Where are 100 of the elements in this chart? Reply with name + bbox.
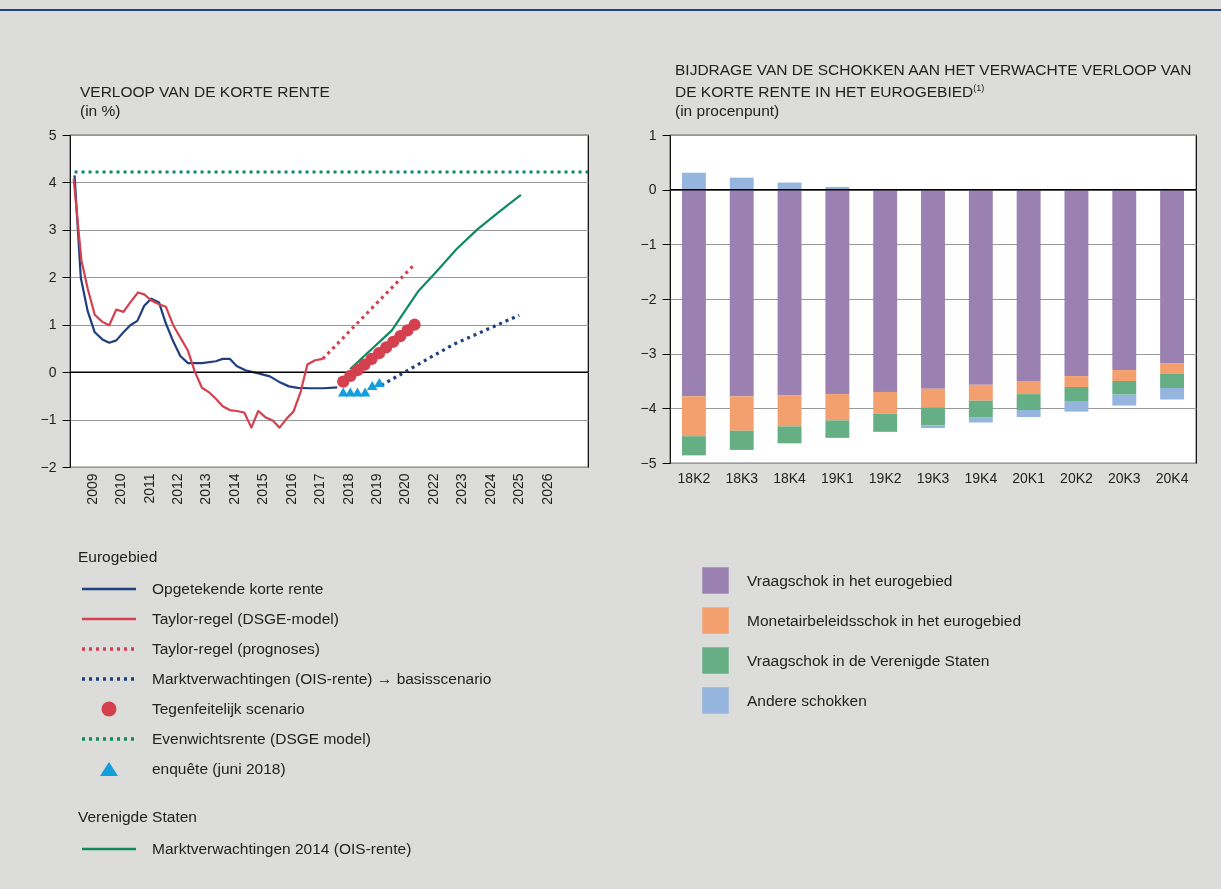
y-tick-label: −2 xyxy=(640,290,657,307)
bar xyxy=(921,189,945,389)
bar xyxy=(681,172,706,190)
x-tick-label: 18K2 xyxy=(677,469,711,486)
bar xyxy=(1016,189,1041,381)
point xyxy=(408,318,421,331)
bar xyxy=(681,189,706,397)
y-tick-label: 1 xyxy=(648,126,657,143)
legend-label: Marktverwachtingen (OIS-rente) → basisscenario xyxy=(152,670,492,688)
y-tick-label: 5 xyxy=(48,126,57,143)
x-tick-label: 2014 xyxy=(225,473,242,505)
y-tick-label: 2 xyxy=(48,268,57,285)
point xyxy=(359,387,371,397)
legend-label: Vraagschok in de Verenigde Staten xyxy=(747,651,990,669)
bar xyxy=(825,394,850,421)
bar xyxy=(968,189,993,385)
x-tick-label: 2022 xyxy=(424,473,441,505)
x-tick-label: 19K3 xyxy=(916,469,950,486)
x-tick-label: 2012 xyxy=(168,473,185,505)
bar xyxy=(921,388,945,408)
legend-label: Taylor-regel (DSGE-model) xyxy=(152,610,339,628)
x-tick-label: 2010 xyxy=(112,473,129,505)
bar xyxy=(1064,401,1089,412)
bar xyxy=(1016,381,1041,395)
bar xyxy=(825,420,850,438)
x-tick-label: 2017 xyxy=(311,473,328,505)
y-tick-label: 3 xyxy=(48,221,57,238)
x-tick-label: 2020 xyxy=(396,473,413,505)
legend-label: Tegenfeitelijk scenario xyxy=(152,700,305,718)
legend-label: Evenwichtsrente (DSGE model) xyxy=(152,730,371,748)
bar xyxy=(1160,189,1185,364)
legend-label: enquête (juni 2018) xyxy=(152,760,286,778)
legend-label: Opgetekende korte rente xyxy=(152,580,324,598)
bar xyxy=(729,430,754,450)
bar xyxy=(777,395,802,427)
bar xyxy=(1016,409,1041,418)
bar xyxy=(681,436,706,456)
bar xyxy=(921,425,945,429)
bar xyxy=(1064,387,1089,402)
bar xyxy=(873,189,898,392)
y-tick-label: 1 xyxy=(48,316,57,333)
legend-label: Taylor-regel (prognoses) xyxy=(152,640,320,658)
y-tick-label: 0 xyxy=(48,363,57,380)
y-tick-label: −4 xyxy=(640,399,657,416)
bar xyxy=(1064,189,1089,377)
x-tick-label: 19K2 xyxy=(868,469,902,486)
x-tick-label: 19K1 xyxy=(821,469,854,486)
legend-label: Monetairbeleidsschok in het eurogebied xyxy=(747,611,1022,629)
y-tick-label: 4 xyxy=(48,173,57,190)
point xyxy=(366,380,378,390)
legend-label: Vraagschok in het eurogebied xyxy=(747,571,953,589)
y-tick-label: −3 xyxy=(640,345,657,362)
x-tick-label: 20K3 xyxy=(1107,469,1141,486)
x-tick-label: 2019 xyxy=(367,473,384,505)
x-tick-label: 2016 xyxy=(282,473,299,505)
y-tick-label: −1 xyxy=(40,411,57,428)
chart-subtitle: (in procenpunt) xyxy=(675,102,780,120)
x-tick-label: 2018 xyxy=(339,473,356,505)
bar xyxy=(729,177,754,190)
legend-label: Andere schokken xyxy=(747,691,867,709)
chart-title: BIJDRAGE VAN DE SCHOKKEN AAN HET VERWACHTE VERLOOP VAN DE KORTE RENTE IN HET EUROGEBIED$^{(1)}$ xyxy=(675,61,1192,101)
point xyxy=(374,378,385,388)
legend-title: Eurogebied xyxy=(78,548,159,566)
x-tick-label: 2009 xyxy=(83,473,100,505)
bar xyxy=(777,189,802,396)
bar xyxy=(968,384,993,401)
x-tick-label: 2015 xyxy=(254,473,271,505)
y-tick-label: −1 xyxy=(640,235,657,252)
bar xyxy=(1160,388,1185,400)
bar xyxy=(777,426,802,444)
legend-label: Marktverwachtingen 2014 (OIS-rente) xyxy=(152,840,412,858)
x-tick-label: 20K1 xyxy=(1012,469,1046,486)
x-tick-label: 2023 xyxy=(453,473,470,505)
bar xyxy=(1112,370,1137,381)
x-tick-label: 2011 xyxy=(140,473,157,504)
bar xyxy=(1112,394,1137,406)
bar xyxy=(1160,363,1185,374)
x-tick-label: 18K4 xyxy=(773,469,807,486)
bar xyxy=(729,396,754,431)
x-tick-label: 20K2 xyxy=(1060,469,1094,486)
x-tick-label: 19K4 xyxy=(964,469,998,486)
bar xyxy=(1112,381,1137,395)
y-tick-label: −5 xyxy=(640,454,657,471)
bar xyxy=(968,400,993,418)
chart-subtitle: (in %) xyxy=(80,102,121,119)
bar xyxy=(1160,373,1185,389)
bar xyxy=(1112,189,1137,371)
bar xyxy=(968,417,993,423)
y-tick-label: 0 xyxy=(648,181,657,198)
bar xyxy=(1016,394,1041,410)
x-tick-label: 18K3 xyxy=(725,469,759,486)
x-tick-label: 2013 xyxy=(197,473,214,505)
bar xyxy=(825,189,850,395)
bar xyxy=(921,407,945,426)
x-tick-label: 2025 xyxy=(510,473,527,505)
y-tick-label: −2 xyxy=(40,458,57,475)
x-tick-label: 2026 xyxy=(538,473,555,505)
bar xyxy=(873,391,898,414)
x-tick-label: 2024 xyxy=(481,473,498,505)
text: Verenigde Staten xyxy=(78,808,198,826)
